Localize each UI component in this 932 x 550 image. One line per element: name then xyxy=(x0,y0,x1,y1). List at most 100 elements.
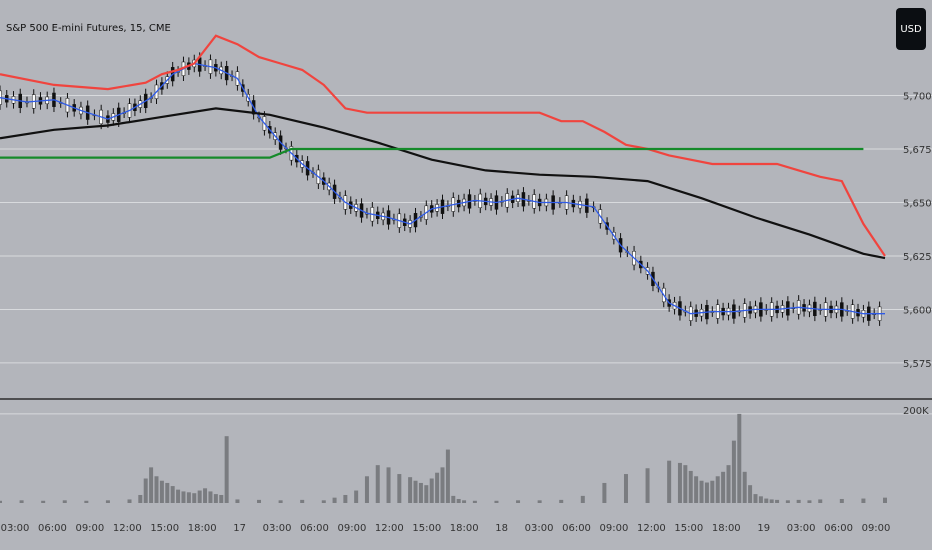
volume-bar xyxy=(138,494,143,503)
time-tick-label: 06:00 xyxy=(38,523,67,534)
series-lines xyxy=(0,34,886,315)
volume-bar xyxy=(418,482,423,503)
volume-bar xyxy=(408,477,413,503)
volume-bar xyxy=(300,499,305,503)
volume-bar xyxy=(176,489,181,503)
volume-bar xyxy=(699,480,704,503)
volume-bars xyxy=(0,413,887,503)
volume-bar xyxy=(537,500,542,503)
volume-bar xyxy=(462,500,467,503)
volume-bar xyxy=(445,449,450,503)
time-tick-label: 15:00 xyxy=(150,523,179,534)
series-line xyxy=(0,62,885,315)
time-tick-label: 03:00 xyxy=(787,523,816,534)
price-tick-label: 5,650.00 xyxy=(903,199,932,210)
series-line xyxy=(0,34,886,257)
time-tick-label: 19 xyxy=(757,523,770,534)
volume-bar xyxy=(839,498,844,503)
volume-bar xyxy=(170,486,175,503)
volume-bar xyxy=(785,500,790,503)
time-tick-label: 09:00 xyxy=(862,523,891,534)
volume-bar xyxy=(127,499,132,503)
volume-bar xyxy=(764,498,769,503)
volume-bar xyxy=(456,498,461,503)
time-axis: 03:00 06:00 09:00 12:00 15:00 18:00 17 03:00 06:… xyxy=(1,523,891,534)
volume-bar xyxy=(440,467,445,503)
price-tick-label: 5,575.00 xyxy=(903,359,932,370)
time-tick-label: 09:00 xyxy=(337,523,366,534)
volume-bar xyxy=(710,480,715,503)
volume-bar xyxy=(472,500,477,503)
volume-bar xyxy=(704,482,709,503)
volume-bar xyxy=(769,499,774,503)
volume-bar xyxy=(737,413,742,503)
volume-bar xyxy=(559,499,564,503)
currency-label: USD xyxy=(900,23,922,35)
series-line xyxy=(0,107,886,260)
volume-bar xyxy=(748,485,753,503)
volume-bar xyxy=(688,470,693,503)
time-tick-label: 15:00 xyxy=(412,523,441,534)
volume-bar xyxy=(62,500,67,503)
volume-bar xyxy=(451,495,456,503)
volume-bar xyxy=(192,493,197,503)
time-tick-label: 03:00 xyxy=(525,523,554,534)
time-tick-label: 09:00 xyxy=(75,523,104,534)
volume-bar xyxy=(429,478,434,503)
time-tick-label: 06:00 xyxy=(562,523,591,534)
volume-bar xyxy=(203,488,208,503)
price-tick-label: 5,625.00 xyxy=(903,252,932,263)
volume-bar xyxy=(775,499,780,503)
time-tick-label: 17 xyxy=(233,523,246,534)
volume-bar xyxy=(224,436,229,503)
volume-bar xyxy=(818,499,823,503)
currency-button[interactable]: USD xyxy=(896,8,926,50)
volume-bar xyxy=(397,474,402,503)
volume-bar xyxy=(105,500,110,503)
price-tick-label: 5,700.00 xyxy=(903,92,932,103)
volume-bar xyxy=(149,467,154,503)
volume-bar xyxy=(332,497,337,503)
volume-bar xyxy=(726,465,731,503)
volume-bar xyxy=(796,499,801,503)
time-tick-label: 03:00 xyxy=(1,523,30,534)
chart-title: S&P 500 E-mini Futures, 15, CME xyxy=(6,23,171,34)
volume-bar xyxy=(364,476,369,503)
volume-bar xyxy=(861,498,866,503)
time-tick-label: 15:00 xyxy=(674,523,703,534)
volume-bar xyxy=(424,485,429,503)
volume-bar xyxy=(19,500,24,503)
volume-bar xyxy=(278,500,283,503)
time-tick-label: 09:00 xyxy=(600,523,629,534)
volume-bar xyxy=(715,476,720,503)
volume-bar xyxy=(807,500,812,503)
time-tick-label: 12:00 xyxy=(113,523,142,534)
volume-bar xyxy=(677,462,682,503)
time-tick-label: 18:00 xyxy=(188,523,217,534)
volume-bar xyxy=(321,500,326,503)
volume-bar xyxy=(343,494,348,503)
volume-bar xyxy=(580,495,585,503)
volume-axis-label: 200K xyxy=(903,406,929,417)
volume-bar xyxy=(41,500,46,503)
price-tick-label: 5,675.00 xyxy=(903,145,932,156)
volume-bar xyxy=(667,460,672,503)
time-tick-label: 06:00 xyxy=(824,523,853,534)
volume-bar xyxy=(197,490,202,503)
volume-bar xyxy=(516,500,521,503)
volume-bar xyxy=(165,482,170,503)
volume-bar xyxy=(413,480,418,503)
volume-bar xyxy=(375,465,380,503)
volume-bar xyxy=(694,476,699,503)
volume-bar xyxy=(645,468,650,503)
series-line xyxy=(0,147,864,159)
volume-bar xyxy=(213,494,218,503)
time-tick-label: 18:00 xyxy=(712,523,741,534)
volume-bar xyxy=(435,472,440,503)
volume-bar xyxy=(159,480,164,503)
volume-bar xyxy=(181,491,186,503)
volume-bar xyxy=(753,494,758,503)
time-tick-label: 06:00 xyxy=(300,523,329,534)
